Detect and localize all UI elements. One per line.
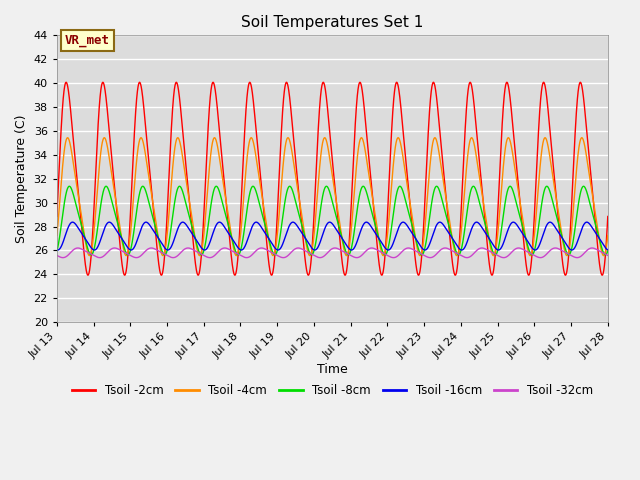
Tsoil -4cm — [264, 228, 271, 234]
Tsoil -4cm — [464, 149, 472, 155]
Tsoil -2cm — [464, 88, 472, 94]
Tsoil -32cm — [464, 254, 472, 260]
Tsoil -2cm — [604, 214, 612, 219]
Tsoil -2cm — [383, 216, 391, 222]
Tsoil -2cm — [412, 255, 419, 261]
Tsoil -32cm — [153, 247, 161, 253]
X-axis label: Time: Time — [317, 363, 348, 376]
Tsoil -16cm — [383, 247, 391, 252]
Text: VR_met: VR_met — [65, 34, 110, 47]
Tsoil -2cm — [53, 214, 61, 219]
Tsoil -32cm — [264, 247, 271, 253]
Tsoil -2cm — [264, 247, 271, 252]
Line: Tsoil -8cm: Tsoil -8cm — [57, 186, 608, 255]
Title: Soil Temperatures Set 1: Soil Temperatures Set 1 — [241, 15, 424, 30]
Tsoil -16cm — [506, 222, 514, 228]
Tsoil -32cm — [604, 252, 612, 258]
Tsoil -32cm — [383, 252, 391, 258]
Tsoil -2cm — [451, 272, 459, 278]
Tsoil -4cm — [53, 232, 61, 238]
Legend: Tsoil -2cm, Tsoil -4cm, Tsoil -8cm, Tsoil -16cm, Tsoil -32cm: Tsoil -2cm, Tsoil -4cm, Tsoil -8cm, Tsoi… — [67, 380, 598, 402]
Tsoil -16cm — [464, 236, 472, 242]
Tsoil -16cm — [399, 219, 407, 225]
Tsoil -4cm — [416, 252, 424, 258]
Tsoil -4cm — [153, 227, 161, 232]
Tsoil -16cm — [127, 247, 135, 253]
Tsoil -8cm — [565, 252, 573, 258]
Tsoil -32cm — [53, 252, 61, 258]
Tsoil -4cm — [604, 232, 612, 238]
Y-axis label: Soil Temperature (C): Soil Temperature (C) — [15, 114, 28, 243]
Tsoil -32cm — [169, 255, 177, 261]
Line: Tsoil -16cm: Tsoil -16cm — [57, 222, 608, 250]
Tsoil -8cm — [464, 203, 472, 208]
Tsoil -32cm — [412, 248, 419, 253]
Tsoil -32cm — [506, 251, 514, 257]
Tsoil -16cm — [153, 233, 161, 239]
Tsoil -2cm — [153, 244, 161, 250]
Tsoil -8cm — [383, 248, 391, 254]
Tsoil -8cm — [412, 234, 419, 240]
Tsoil -8cm — [153, 229, 161, 235]
Tsoil -4cm — [383, 233, 391, 239]
Tsoil -8cm — [604, 248, 612, 254]
Tsoil -16cm — [604, 247, 612, 253]
Tsoil -16cm — [412, 235, 419, 241]
Tsoil -8cm — [506, 183, 514, 189]
Tsoil -16cm — [53, 247, 61, 253]
Tsoil -2cm — [506, 94, 514, 99]
Tsoil -2cm — [577, 79, 584, 85]
Tsoil -4cm — [506, 138, 514, 144]
Tsoil -8cm — [286, 183, 294, 189]
Tsoil -8cm — [264, 230, 271, 236]
Tsoil -8cm — [53, 248, 61, 254]
Line: Tsoil -32cm: Tsoil -32cm — [57, 248, 608, 258]
Tsoil -16cm — [264, 234, 271, 240]
Tsoil -32cm — [441, 245, 449, 251]
Line: Tsoil -2cm: Tsoil -2cm — [57, 82, 608, 275]
Tsoil -4cm — [412, 234, 419, 240]
Line: Tsoil -4cm: Tsoil -4cm — [57, 138, 608, 255]
Tsoil -4cm — [137, 135, 145, 141]
